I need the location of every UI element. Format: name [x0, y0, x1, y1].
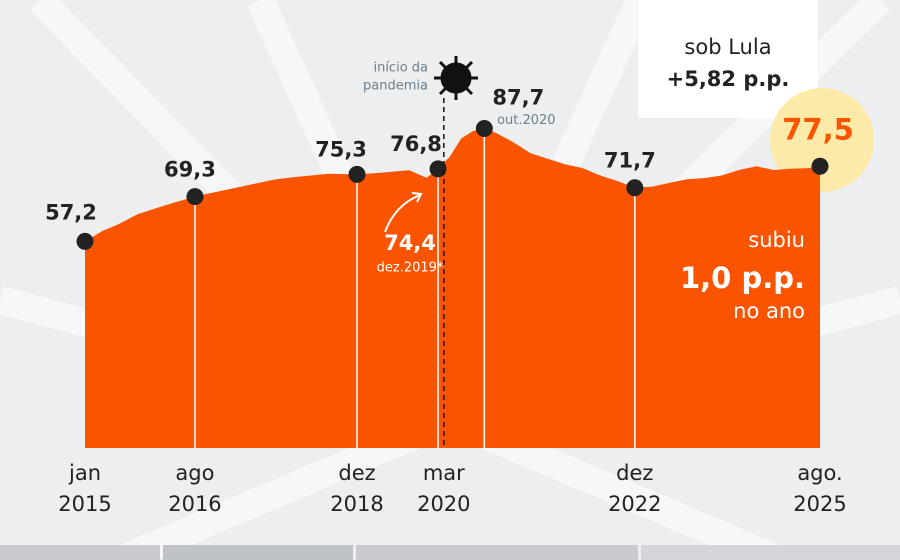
- x-tick-label: 2018: [330, 492, 383, 516]
- value-label: 77,5: [782, 112, 854, 146]
- photo-strip: [0, 545, 900, 560]
- x-tick-label: dez: [616, 461, 653, 485]
- point: [348, 165, 366, 183]
- lula-box: [638, 0, 818, 118]
- value-label: 71,7: [604, 149, 656, 173]
- note-arrow: [384, 194, 421, 233]
- summary-3: no ano: [733, 299, 805, 323]
- pandemic-label: pandemia: [363, 79, 428, 94]
- pandemic-label: início da: [373, 61, 428, 76]
- note-arrowhead: [411, 192, 423, 203]
- box-value: +5,82 p.p.: [667, 67, 790, 91]
- summary-1: subiu: [748, 228, 805, 252]
- x-tick-label: mar: [423, 461, 465, 485]
- area: [85, 128, 820, 448]
- x-tick-label: dez: [338, 461, 375, 485]
- peak-note: out.2020: [497, 113, 556, 128]
- x-tick-label: ago.: [797, 461, 842, 485]
- x-tick-label: jan: [68, 461, 101, 485]
- x-tick-label: 2016: [168, 492, 221, 516]
- value-label: 57,2: [45, 200, 97, 224]
- x-tick-label: 2022: [608, 492, 661, 516]
- point: [76, 232, 94, 250]
- point: [811, 157, 829, 175]
- x-tick-label: 2020: [417, 492, 470, 516]
- value-label: 75,3: [315, 137, 367, 161]
- value-label: 69,3: [164, 158, 216, 182]
- x-tick-label: 2015: [58, 492, 111, 516]
- highlight-circle: [770, 88, 874, 192]
- note-value: 74,4: [384, 231, 436, 255]
- value-label: 76,8: [390, 132, 442, 156]
- summary-2: 1,0 p.p.: [680, 261, 805, 295]
- virus-icon: [434, 56, 478, 100]
- point: [429, 160, 447, 178]
- x-tick-label: ago: [175, 461, 214, 485]
- x-tick-label: 2025: [793, 492, 846, 516]
- point: [475, 120, 493, 138]
- box-title: sob Lula: [684, 35, 771, 59]
- note-label: dez.2019*: [377, 261, 444, 276]
- plot: 57,2 69,3 75,3 76,8 87,7 71,7 77,5 out.2020 iníc…: [45, 61, 854, 517]
- point: [186, 188, 204, 206]
- value-label: 87,7: [492, 86, 544, 110]
- point: [626, 179, 644, 197]
